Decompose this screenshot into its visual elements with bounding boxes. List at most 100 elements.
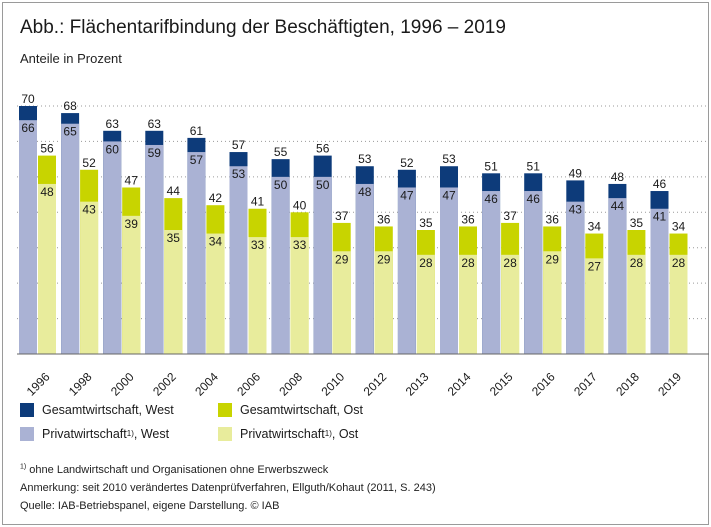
label-west-total: 49 <box>569 166 583 180</box>
bar-west-private <box>229 166 248 354</box>
footnote-marker: 1) <box>20 463 27 471</box>
x-tick-label: 1996 <box>24 370 53 399</box>
label-east-private: 27 <box>588 259 602 273</box>
label-east-total: 36 <box>377 212 391 226</box>
footnote-line: 1) ohne Landwirtschaft und Organisatione… <box>20 461 436 479</box>
label-west-total: 68 <box>63 99 77 113</box>
bar-west-private <box>61 123 80 354</box>
label-west-private: 43 <box>569 203 583 217</box>
label-east-private: 29 <box>546 252 560 266</box>
x-tick-label: 2000 <box>108 370 137 399</box>
label-west-private: 57 <box>190 153 204 167</box>
label-east-total: 40 <box>293 198 307 212</box>
label-east-total: 37 <box>503 209 517 223</box>
label-east-private: 28 <box>672 256 686 270</box>
label-east-total: 34 <box>588 220 602 234</box>
label-west-total: 56 <box>316 142 330 156</box>
footnote-text: ohne Landwirtschaft und Organisationen o… <box>29 464 329 476</box>
label-east-total: 52 <box>82 156 96 170</box>
label-west-private: 48 <box>358 185 372 199</box>
label-west-private: 65 <box>63 125 77 139</box>
bar-east-private <box>164 230 183 354</box>
bar-east-private <box>80 201 99 354</box>
label-east-private: 28 <box>503 256 517 270</box>
label-east-total: 36 <box>461 212 475 226</box>
x-tick-label: 2010 <box>318 370 347 399</box>
bar-east-private <box>459 254 477 354</box>
label-west-private: 41 <box>653 210 667 224</box>
x-tick-label: 2015 <box>487 370 516 399</box>
legend-label-west-private: Privatwirtschaft <box>42 427 127 441</box>
x-tick-label: 2016 <box>529 370 558 399</box>
label-east-total: 35 <box>630 216 644 230</box>
x-tick-label: 2013 <box>403 370 432 399</box>
label-west-total: 46 <box>653 177 667 191</box>
bar-east-private <box>248 237 267 354</box>
bar-east-private <box>206 233 225 354</box>
x-tick-label: 2006 <box>234 370 263 399</box>
legend-label-east-private: Privatwirtschaft <box>240 427 325 441</box>
label-east-total: 44 <box>167 184 181 198</box>
label-east-private: 33 <box>293 238 307 252</box>
bar-east-private <box>38 183 56 354</box>
x-tick-label: 2008 <box>276 370 305 399</box>
legend-item-west-private: Privatwirtschaft 1), West <box>20 427 169 441</box>
bar-west-private <box>271 176 290 354</box>
label-west-private: 47 <box>442 188 456 202</box>
x-tick-label: 2017 <box>571 370 600 399</box>
label-west-private: 66 <box>21 121 35 135</box>
label-east-private: 34 <box>209 235 223 249</box>
label-east-total: 37 <box>335 209 349 223</box>
label-west-private: 47 <box>400 188 414 202</box>
chart-legend: Gesamtwirtschaft, West Privatwirtschaft 1… <box>20 403 620 447</box>
bar-east-private <box>290 237 309 354</box>
legend-item-west-total: Gesamtwirtschaft, West <box>20 403 174 417</box>
legend-swatch-west-total <box>20 403 34 417</box>
x-tick-label: 1998 <box>66 370 95 399</box>
label-east-private: 39 <box>125 217 139 231</box>
label-east-private: 43 <box>82 203 96 217</box>
legend-label-west-suffix: , West <box>133 427 170 441</box>
label-east-total: 34 <box>672 220 686 234</box>
bar-east-private <box>374 251 393 354</box>
label-east-private: 29 <box>335 252 349 266</box>
bar-east-private <box>543 251 562 354</box>
label-west-total: 48 <box>611 170 625 184</box>
label-west-total: 53 <box>442 152 456 166</box>
bar-east-private <box>627 254 646 354</box>
remark-line: Anmerkung: seit 2010 verändertes Datenpr… <box>20 482 436 494</box>
bar-east-private <box>501 254 520 354</box>
label-west-total: 53 <box>358 152 372 166</box>
label-east-private: 33 <box>251 238 265 252</box>
label-west-private: 46 <box>484 192 498 206</box>
label-east-private: 35 <box>167 231 181 245</box>
x-tick-label: 2014 <box>445 370 474 399</box>
bar-west-private <box>103 141 122 354</box>
bar-east-private <box>122 215 141 354</box>
label-west-total: 57 <box>232 138 246 152</box>
bar-west-private <box>566 201 585 354</box>
label-west-total: 63 <box>106 117 120 131</box>
bar-west-private <box>608 198 627 354</box>
label-east-total: 56 <box>40 142 54 156</box>
label-west-total: 51 <box>527 159 541 173</box>
x-tick-label: 2018 <box>613 370 642 399</box>
label-west-total: 51 <box>484 159 498 173</box>
legend-label-east-suffix: , Ost <box>331 427 359 441</box>
legend-label-west-total: Gesamtwirtschaft, West <box>42 403 174 417</box>
x-tick-label: 2004 <box>192 370 221 399</box>
legend-label-east-total: Gesamtwirtschaft, Ost <box>240 403 363 417</box>
label-east-private: 29 <box>377 252 391 266</box>
label-west-total: 61 <box>190 124 204 138</box>
legend-swatch-east-total <box>218 403 232 417</box>
label-west-private: 46 <box>527 192 541 206</box>
bar-west-private <box>524 191 543 354</box>
label-east-private: 28 <box>630 256 644 270</box>
label-east-total: 36 <box>546 212 560 226</box>
bar-west-private <box>397 187 416 354</box>
x-tick-label: 2002 <box>150 370 179 399</box>
legend-swatch-east-private <box>218 427 232 441</box>
label-west-total: 70 <box>21 92 35 106</box>
bar-east-private <box>332 251 351 354</box>
